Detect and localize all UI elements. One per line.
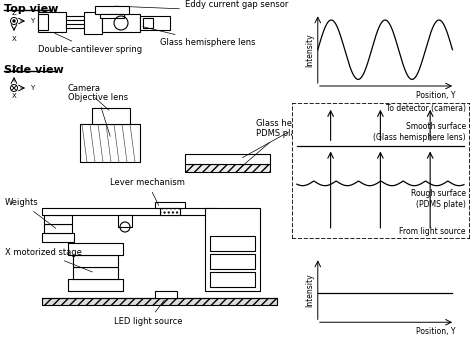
Bar [210,272,255,287]
Text: Smooth surface
(Glass hemisphere lens): Smooth surface (Glass hemisphere lens) [373,122,465,142]
Bar [44,224,72,233]
Bar [100,14,124,18]
Bar [185,164,270,172]
Bar [160,208,180,215]
Text: Weights: Weights [5,198,56,228]
Bar [73,267,118,279]
Bar [143,18,153,28]
Circle shape [13,20,15,22]
Bar [38,12,66,32]
Bar [205,208,260,291]
Text: Z: Z [11,10,17,16]
Bar [185,154,270,164]
Bar [210,254,255,269]
Bar [80,124,140,162]
Text: Rough surface
(PDMS plate): Rough surface (PDMS plate) [410,189,465,209]
Text: PDMS plate: PDMS plate [242,129,304,166]
Text: Side view: Side view [4,65,64,75]
Text: Camera: Camera [68,84,109,110]
Text: X motorized stage: X motorized stage [5,248,92,272]
Text: Objective lens: Objective lens [68,93,128,136]
Text: Eddy current gap sensor: Eddy current gap sensor [115,0,288,9]
Bar [66,24,84,28]
Text: Intensity: Intensity [305,33,314,66]
Bar [155,202,185,208]
Bar [155,291,177,298]
Text: Position, Y: Position, Y [416,327,455,336]
Text: Y: Y [30,85,34,91]
Bar [92,108,130,124]
Bar [95,6,129,14]
Text: Lever mechanism: Lever mechanism [110,178,185,206]
Bar [68,279,123,291]
Text: Glass hemisphere lens: Glass hemisphere lens [242,119,352,158]
Text: Glass hemisphere lens: Glass hemisphere lens [143,27,255,47]
Text: From light source: From light source [399,227,465,236]
Bar [42,233,74,242]
Bar [73,255,118,267]
Bar [44,215,72,224]
Bar [118,215,132,227]
Bar [140,16,170,30]
Bar [102,14,140,32]
Text: LED light source: LED light source [114,300,182,326]
Text: To detector (camera): To detector (camera) [386,104,465,113]
Text: Top view: Top view [4,4,58,14]
Bar [210,236,255,251]
Bar [38,14,48,30]
Bar [84,12,102,34]
Text: Intensity: Intensity [305,273,314,307]
Bar [68,243,123,255]
Text: X: X [12,93,17,99]
Text: X: X [12,36,17,42]
Text: Double-cantilever spring: Double-cantilever spring [38,33,142,54]
Bar [42,298,277,305]
Text: Z: Z [11,66,17,72]
Text: Y: Y [30,18,34,24]
Bar [66,16,84,20]
Text: Position, Y: Position, Y [416,91,455,100]
Bar [42,208,217,215]
